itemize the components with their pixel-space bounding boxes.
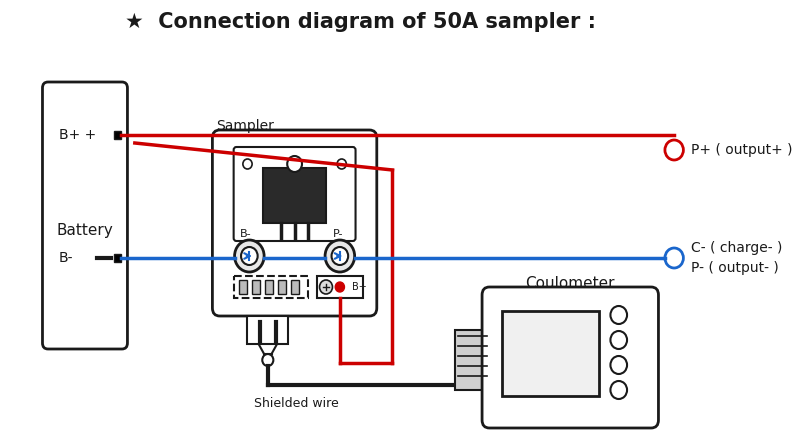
Text: P+ ( output+ ): P+ ( output+ ) — [690, 143, 792, 157]
Bar — [114, 254, 121, 262]
FancyBboxPatch shape — [234, 147, 355, 241]
Circle shape — [335, 282, 345, 292]
Text: Coulometer: Coulometer — [526, 275, 615, 291]
Text: B-: B- — [59, 251, 74, 265]
Circle shape — [287, 156, 302, 172]
Circle shape — [262, 354, 274, 366]
Text: ★  Connection diagram of 50A sampler :: ★ Connection diagram of 50A sampler : — [125, 12, 596, 32]
Text: P-: P- — [333, 229, 343, 239]
Bar — [247, 316, 288, 344]
Text: Shielded wire: Shielded wire — [254, 396, 338, 409]
FancyBboxPatch shape — [42, 82, 127, 349]
Bar — [291, 280, 299, 294]
Circle shape — [610, 306, 627, 324]
Circle shape — [610, 381, 627, 399]
Circle shape — [319, 280, 333, 294]
Bar — [239, 280, 247, 294]
Circle shape — [234, 240, 264, 272]
Circle shape — [243, 159, 252, 169]
Bar — [265, 280, 274, 294]
Bar — [278, 280, 286, 294]
Text: Battery: Battery — [57, 223, 114, 238]
Bar — [252, 280, 261, 294]
Text: B-: B- — [240, 229, 251, 239]
Text: B+: B+ — [352, 282, 366, 292]
Circle shape — [665, 140, 683, 160]
Circle shape — [331, 247, 348, 265]
Bar — [317, 276, 363, 298]
Circle shape — [610, 356, 627, 374]
FancyBboxPatch shape — [213, 130, 377, 316]
Bar — [263, 168, 326, 223]
Circle shape — [337, 159, 346, 169]
Text: Sampler: Sampler — [216, 119, 274, 133]
Bar — [455, 330, 490, 390]
Bar — [114, 131, 121, 139]
Bar — [234, 276, 307, 298]
Circle shape — [610, 331, 627, 349]
Text: B+ +: B+ + — [59, 128, 96, 142]
Circle shape — [241, 247, 258, 265]
Text: P- ( output- ): P- ( output- ) — [690, 261, 778, 275]
FancyBboxPatch shape — [482, 287, 658, 428]
Circle shape — [665, 248, 683, 268]
Circle shape — [325, 240, 354, 272]
Bar — [502, 311, 599, 396]
Text: C- ( charge- ): C- ( charge- ) — [690, 241, 782, 255]
